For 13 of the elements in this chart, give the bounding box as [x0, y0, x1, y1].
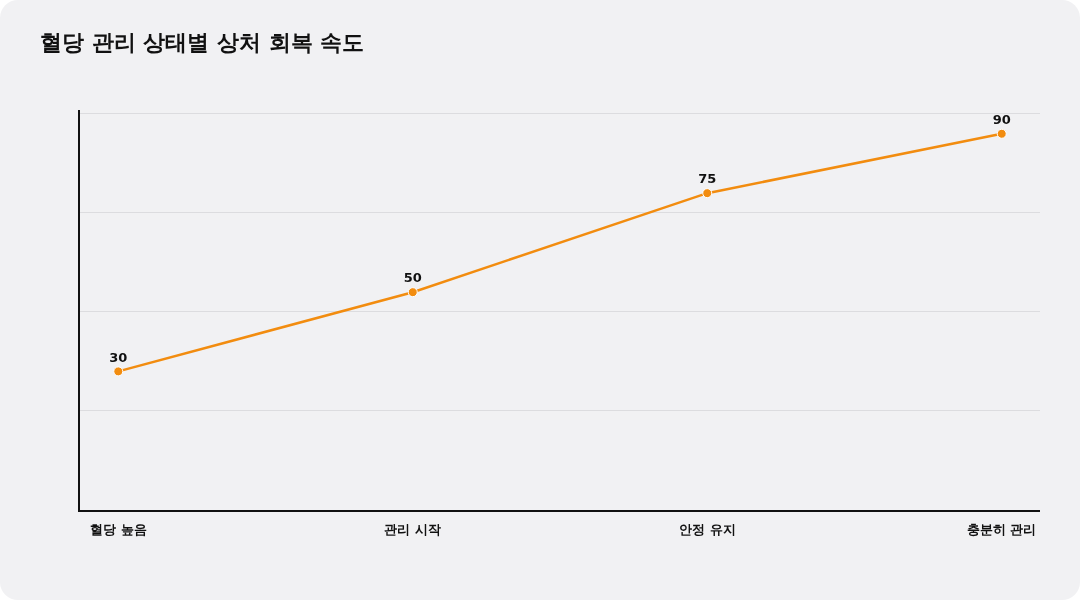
data-label: 30 — [109, 349, 128, 365]
x-tick-label: 혈당 높음 — [90, 521, 147, 537]
data-label: 75 — [698, 171, 717, 187]
point — [702, 188, 713, 199]
point — [996, 128, 1007, 139]
x-tick-label: 안정 유지 — [678, 521, 736, 537]
data-label: 90 — [992, 111, 1011, 127]
point — [113, 366, 124, 377]
x-tick-label: 충분히 관리 — [966, 521, 1037, 537]
point — [407, 287, 418, 298]
chart-title: 혈당 관리 상태별 상처 회복 속도 — [39, 29, 365, 55]
data-label: 50 — [403, 270, 422, 286]
x-tick-label: 관리 시작 — [384, 521, 442, 537]
